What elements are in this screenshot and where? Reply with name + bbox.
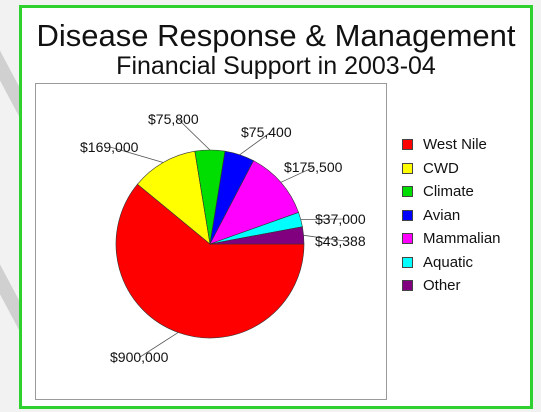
legend-label: CWD [423, 159, 459, 177]
data-label-climate: $75,800 [148, 111, 199, 127]
chart-title: Disease Response & Management [36, 18, 516, 53]
legend-label: Mammalian [423, 230, 501, 248]
legend-item-cwd: CWD [402, 157, 501, 181]
data-label-aquatic: $37,000 [315, 211, 366, 227]
legend-label: Other [423, 277, 461, 295]
data-label-cwd: $169,000 [80, 139, 139, 155]
legend-swatch [402, 186, 413, 198]
leader-line-mammalian [280, 166, 315, 183]
legend-swatch [402, 256, 413, 268]
data-label-west-nile: $900,000 [110, 349, 169, 365]
data-label-other: $43,388 [315, 233, 366, 249]
legend-label: Aquatic [423, 253, 474, 271]
legend-swatch [402, 280, 413, 292]
pie-slice-west-nile [115, 183, 305, 339]
legend-swatch [402, 209, 413, 221]
data-label-mammalian: $175,500 [284, 159, 343, 175]
legend-item-mammalian: Mammalian [402, 227, 501, 251]
pie-slice-mammalian [209, 160, 299, 245]
legend-item-aquatic: Aquatic [402, 251, 501, 275]
chart-subtitle: Financial Support in 2003-04 [116, 52, 436, 80]
chart-frame: Disease Response & Management Financial … [19, 5, 533, 409]
legend-item-climate: Climate [402, 180, 501, 204]
legend: West Nile CWD Climate Avian Mammalian Aquatic… [402, 133, 501, 298]
legend-label: Avian [423, 206, 461, 224]
legend-swatch [402, 233, 413, 245]
legend-item-other: Other [402, 274, 501, 298]
leader-line-west-nile [139, 332, 179, 358]
pie-chart: $900,000 $169,000 $75,800 $75,400 $175,500 $3… [80, 111, 366, 365]
pie-slice-other [209, 226, 305, 245]
legend-swatch [402, 139, 413, 151]
legend-label: West Nile [423, 136, 487, 154]
data-label-avian: $75,400 [241, 124, 292, 140]
legend-item-west-nile: West Nile [402, 133, 501, 157]
pie-slice-cwd [137, 150, 211, 245]
leader-line-climate [177, 118, 211, 151]
legend-item-avian: Avian [402, 204, 501, 228]
leader-line-avian [239, 131, 272, 156]
legend-swatch [402, 162, 413, 174]
legend-label: Climate [423, 183, 474, 201]
leader-line-aquatic [300, 218, 346, 220]
leader-line-cwd [109, 146, 164, 163]
leader-line-other [303, 234, 346, 242]
